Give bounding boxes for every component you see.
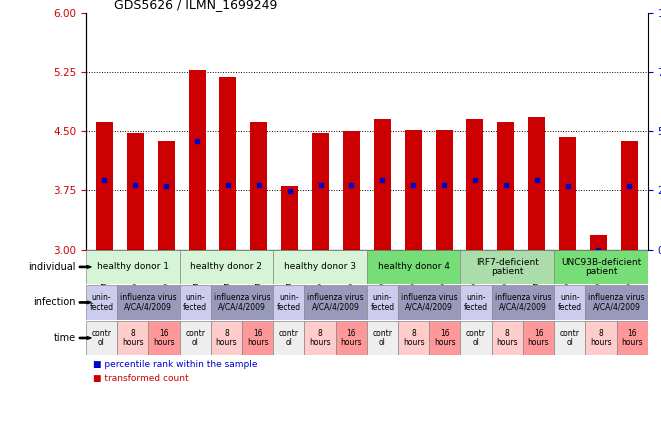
Text: healthy donor 3: healthy donor 3 (284, 262, 356, 272)
Text: infection: infection (34, 297, 76, 308)
Bar (367, 250, 461, 284)
Bar (343, 131, 360, 250)
Bar (461, 250, 554, 284)
Bar (586, 321, 617, 355)
Text: 8
hours: 8 hours (496, 329, 518, 347)
Bar (461, 321, 492, 355)
Text: 8
hours: 8 hours (122, 329, 143, 347)
Bar (242, 321, 273, 355)
Text: influenza virus
A/CA/4/2009: influenza virus A/CA/4/2009 (214, 293, 270, 312)
Text: healthy donor 4: healthy donor 4 (377, 262, 449, 272)
Text: 16
hours: 16 hours (434, 329, 455, 347)
Text: 16
hours: 16 hours (340, 329, 362, 347)
Text: unin-
fected: unin- fected (370, 293, 395, 312)
Text: contr
ol: contr ol (91, 329, 112, 347)
Bar (127, 133, 144, 250)
Bar (86, 285, 117, 320)
Bar (180, 250, 273, 284)
Text: GDS5626 / ILMN_1699249: GDS5626 / ILMN_1699249 (114, 0, 278, 11)
Text: IRF7-deficient
patient: IRF7-deficient patient (476, 258, 539, 276)
Text: 16
hours: 16 hours (247, 329, 268, 347)
Text: contr
ol: contr ol (185, 329, 205, 347)
Bar (467, 119, 483, 250)
Bar (554, 321, 586, 355)
Bar (523, 321, 554, 355)
Bar (492, 285, 554, 320)
Bar (492, 321, 523, 355)
Text: time: time (54, 333, 76, 343)
Bar (251, 122, 267, 250)
Bar (305, 285, 367, 320)
Text: 8
hours: 8 hours (590, 329, 612, 347)
Text: contr
ol: contr ol (279, 329, 299, 347)
Bar (273, 250, 367, 284)
Bar (117, 321, 148, 355)
Text: contr
ol: contr ol (560, 329, 580, 347)
Bar (305, 321, 336, 355)
Bar (158, 140, 175, 250)
Bar (374, 119, 391, 250)
Bar (398, 285, 461, 320)
Text: influenza virus
A/CA/4/2009: influenza virus A/CA/4/2009 (588, 293, 645, 312)
Text: influenza virus
A/CA/4/2009: influenza virus A/CA/4/2009 (307, 293, 364, 312)
Bar (312, 133, 329, 250)
Text: unin-
fected: unin- fected (277, 293, 301, 312)
Bar (617, 321, 648, 355)
Bar (559, 137, 576, 250)
Text: ■ percentile rank within the sample: ■ percentile rank within the sample (93, 360, 257, 369)
Text: healthy donor 2: healthy donor 2 (190, 262, 262, 272)
Text: individual: individual (28, 262, 76, 272)
Bar (554, 285, 586, 320)
Text: unin-
fected: unin- fected (183, 293, 208, 312)
Bar (367, 285, 398, 320)
Text: unin-
fected: unin- fected (89, 293, 114, 312)
Text: influenza virus
A/CA/4/2009: influenza virus A/CA/4/2009 (401, 293, 457, 312)
Bar (86, 321, 117, 355)
Bar (148, 321, 180, 355)
Bar (180, 285, 211, 320)
Bar (211, 285, 273, 320)
Bar (336, 321, 367, 355)
Bar (211, 321, 242, 355)
Text: 8
hours: 8 hours (215, 329, 237, 347)
Bar (273, 285, 305, 320)
Bar (367, 321, 398, 355)
Bar (429, 321, 461, 355)
Text: unin-
fected: unin- fected (464, 293, 488, 312)
Text: unin-
fected: unin- fected (558, 293, 582, 312)
Bar (621, 140, 638, 250)
Bar (180, 321, 211, 355)
Text: contr
ol: contr ol (466, 329, 486, 347)
Text: 8
hours: 8 hours (309, 329, 331, 347)
Bar (590, 235, 607, 250)
Text: 8
hours: 8 hours (403, 329, 424, 347)
Bar (586, 285, 648, 320)
Bar (461, 285, 492, 320)
Bar (497, 122, 514, 250)
Bar (528, 117, 545, 250)
Bar (554, 250, 648, 284)
Bar (117, 285, 180, 320)
Text: contr
ol: contr ol (372, 329, 393, 347)
Text: influenza virus
A/CA/4/2009: influenza virus A/CA/4/2009 (120, 293, 176, 312)
Bar (281, 187, 298, 250)
Bar (398, 321, 429, 355)
Text: healthy donor 1: healthy donor 1 (97, 262, 169, 272)
Text: 16
hours: 16 hours (153, 329, 175, 347)
Bar (405, 129, 422, 250)
Text: UNC93B-deficient
patient: UNC93B-deficient patient (561, 258, 641, 276)
Text: 16
hours: 16 hours (527, 329, 549, 347)
Bar (219, 77, 237, 250)
Bar (188, 69, 206, 250)
Text: influenza virus
A/CA/4/2009: influenza virus A/CA/4/2009 (494, 293, 551, 312)
Text: 16
hours: 16 hours (621, 329, 643, 347)
Bar (436, 129, 453, 250)
Text: ■ transformed count: ■ transformed count (93, 374, 188, 383)
Bar (96, 122, 113, 250)
Bar (86, 250, 180, 284)
Bar (273, 321, 305, 355)
